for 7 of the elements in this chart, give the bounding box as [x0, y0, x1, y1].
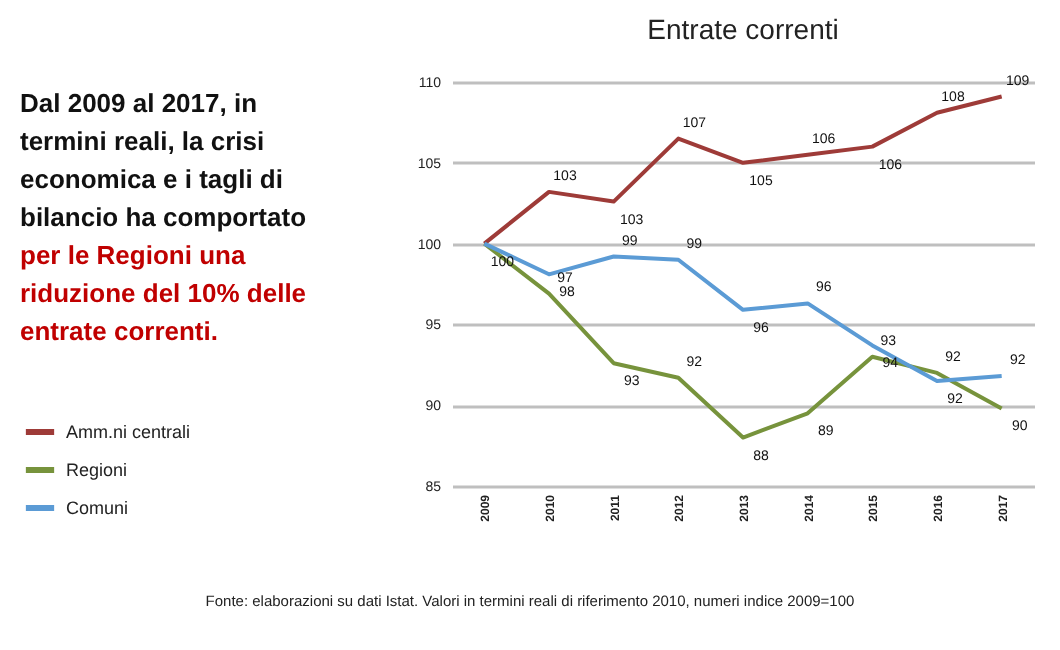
text: per le Regioni una riduzione del 10% delle entrate correnti.	[20, 238, 309, 350]
legend-label: Amm.ni centrali	[66, 422, 191, 442]
legend-label: Comuni	[66, 498, 129, 518]
chart-title: Entrate correnti	[647, 12, 839, 45]
legend-label: Regioni	[66, 460, 128, 480]
line-series	[482, 94, 1004, 246]
text: Dal 2009 al 2017, in termini reali, la crisi economica e i tagli di bilancio ha comportato	[20, 88, 307, 232]
